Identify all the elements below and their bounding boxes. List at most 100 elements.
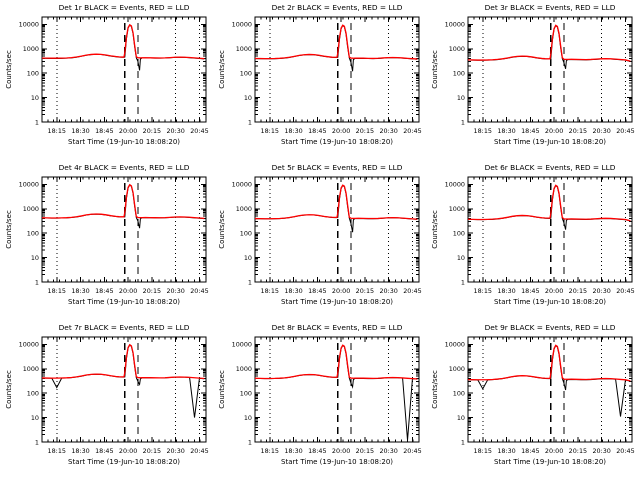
plot-panel-det-2r: Det 2r BLACK = Events, RED = LLD 1 10 100 10…	[213, 0, 426, 160]
y-axis-label: Counts/sec	[5, 210, 13, 249]
y-tick-label: 10000	[232, 181, 252, 189]
x-tick-label: 20:30	[379, 447, 397, 455]
x-tick-label: 20:15	[143, 447, 161, 455]
y-tick-label: 1000	[449, 365, 465, 373]
panel-title: Det 8r BLACK = Events, RED = LLD	[272, 323, 403, 332]
x-tick-label: 18:15	[261, 447, 279, 455]
y-tick-label: 1000	[449, 45, 465, 53]
x-tick-label: 18:30	[284, 447, 302, 455]
series-lld	[467, 24, 631, 62]
y-tick-label: 10000	[232, 341, 252, 349]
x-tick-label: 20:45	[190, 127, 208, 135]
x-tick-label: 18:30	[71, 287, 89, 295]
y-tick-label: 10	[244, 414, 252, 422]
plot-panel-det-8r: Det 8r BLACK = Events, RED = LLD 1 10 100 10…	[213, 320, 426, 480]
series-events	[467, 184, 631, 230]
x-tick-label: 20:15	[569, 287, 587, 295]
x-tick-label: 20:45	[403, 127, 421, 135]
panel-title: Det 5r BLACK = Events, RED = LLD	[272, 163, 403, 172]
x-axis-label: Start Time (19-Jun-10 18:08:20)	[68, 458, 180, 466]
x-tick-label: 18:30	[71, 447, 89, 455]
plot-frame	[41, 16, 207, 123]
x-tick-label: 20:15	[143, 287, 161, 295]
y-axis-label: Counts/sec	[5, 370, 13, 409]
panel-title: Det 6r BLACK = Events, RED = LLD	[485, 163, 616, 172]
y-tick-label: 10	[457, 414, 465, 422]
x-axis-label: Start Time (19-Jun-10 18:08:20)	[68, 138, 180, 146]
panel-title: Det 4r BLACK = Events, RED = LLD	[59, 163, 190, 172]
y-tick-label: 100	[240, 70, 252, 78]
y-tick-label: 10	[31, 254, 39, 262]
x-tick-label: 18:30	[71, 127, 89, 135]
x-tick-label: 18:15	[261, 127, 279, 135]
y-tick-label: 1000	[23, 365, 39, 373]
y-axis-label: Counts/sec	[431, 50, 439, 89]
x-tick-label: 20:15	[356, 287, 374, 295]
x-tick-label: 18:15	[474, 447, 492, 455]
x-tick-label: 20:30	[592, 127, 610, 135]
plot-panel-det-9r: Det 9r BLACK = Events, RED = LLD 1 10 100 10…	[426, 320, 639, 480]
x-tick-label: 18:15	[474, 287, 492, 295]
plot-panel-det-4r: Det 4r BLACK = Events, RED = LLD 1 10 100 10…	[0, 160, 213, 320]
x-tick-label: 18:30	[284, 127, 302, 135]
x-tick-label: 18:15	[261, 287, 279, 295]
plot-frame	[41, 336, 207, 443]
x-tick-label: 20:30	[592, 287, 610, 295]
x-tick-label: 20:00	[545, 127, 563, 135]
x-tick-label: 20:45	[616, 127, 634, 135]
plot-frame	[41, 176, 207, 283]
plot-panel-det-5r: Det 5r BLACK = Events, RED = LLD 1 10 100 10…	[213, 160, 426, 320]
panel-title: Det 3r BLACK = Events, RED = LLD	[485, 3, 616, 12]
series-events	[254, 344, 418, 441]
x-tick-label: 20:45	[403, 447, 421, 455]
panel-title: Det 2r BLACK = Events, RED = LLD	[272, 3, 403, 12]
y-tick-label: 10000	[445, 181, 465, 189]
x-tick-label: 20:15	[143, 127, 161, 135]
x-tick-label: 18:15	[474, 127, 492, 135]
x-tick-label: 20:30	[166, 127, 184, 135]
y-tick-label: 10	[244, 94, 252, 102]
plot-panel-det-7r: Det 7r BLACK = Events, RED = LLD 1 10 100 10…	[0, 320, 213, 480]
y-tick-label: 1000	[236, 45, 252, 53]
x-tick-label: 20:00	[332, 447, 350, 455]
y-tick-label: 10000	[19, 21, 39, 29]
y-tick-label: 10	[31, 414, 39, 422]
plot-frame	[254, 16, 420, 123]
x-tick-label: 20:00	[545, 447, 563, 455]
y-tick-label: 1000	[23, 45, 39, 53]
y-tick-label: 10000	[445, 341, 465, 349]
x-tick-label: 18:45	[95, 287, 113, 295]
y-tick-label: 1	[461, 438, 465, 446]
x-tick-label: 20:00	[119, 447, 137, 455]
series-lld	[41, 183, 205, 220]
x-tick-label: 18:15	[48, 447, 66, 455]
y-tick-label: 100	[240, 230, 252, 238]
y-tick-label: 1000	[236, 205, 252, 213]
x-tick-label: 20:30	[166, 287, 184, 295]
y-axis-label: Counts/sec	[431, 370, 439, 409]
plot-frame	[254, 176, 420, 283]
y-tick-label: 100	[453, 70, 465, 78]
plot-panel-det-1r: Det 1r BLACK = Events, RED = LLD 1 10 100 10…	[0, 0, 213, 160]
x-axis-label: Start Time (19-Jun-10 18:08:20)	[68, 298, 180, 306]
plot-panel-det-6r: Det 6r BLACK = Events, RED = LLD 1 10 100 10…	[426, 160, 639, 320]
x-axis-label: Start Time (19-Jun-10 18:08:20)	[281, 458, 393, 466]
y-tick-label: 1	[35, 438, 39, 446]
x-tick-label: 18:45	[308, 287, 326, 295]
series-events	[41, 184, 205, 229]
series-lld	[467, 344, 631, 382]
x-axis-label: Start Time (19-Jun-10 18:08:20)	[281, 138, 393, 146]
y-tick-label: 100	[453, 230, 465, 238]
plot-frame	[467, 176, 633, 283]
panel-title: Det 9r BLACK = Events, RED = LLD	[485, 323, 616, 332]
x-tick-label: 20:45	[403, 287, 421, 295]
series-events	[467, 24, 631, 70]
y-tick-label: 1	[461, 278, 465, 286]
x-tick-label: 18:30	[497, 287, 515, 295]
y-tick-label: 1	[35, 278, 39, 286]
series-lld	[41, 23, 205, 60]
series-events	[41, 24, 205, 71]
x-tick-label: 20:00	[332, 127, 350, 135]
y-tick-label: 1000	[23, 205, 39, 213]
